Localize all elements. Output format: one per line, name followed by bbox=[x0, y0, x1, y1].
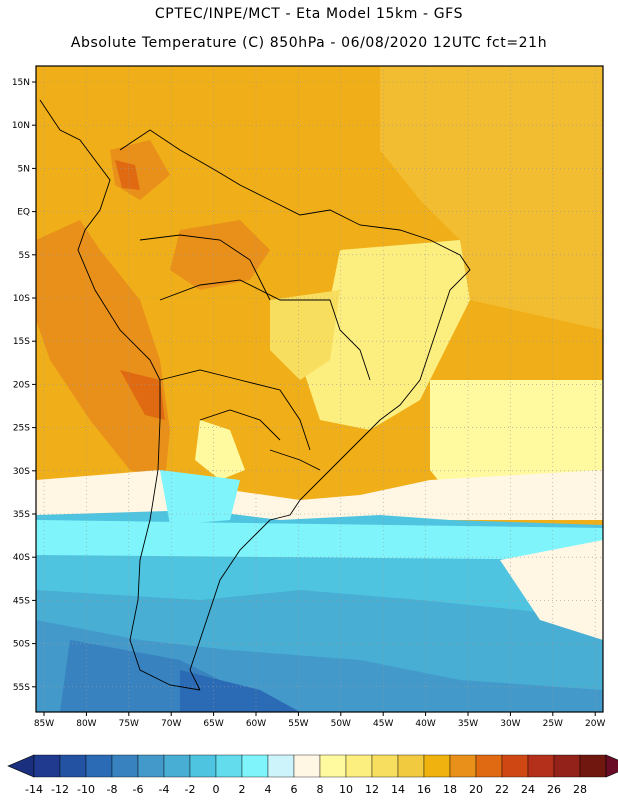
colorbar-swatch bbox=[215, 754, 243, 778]
temperature-field bbox=[36, 66, 603, 712]
colorbar-swatch bbox=[111, 754, 139, 778]
colorbar-swatch bbox=[85, 754, 113, 778]
colorbar-swatch bbox=[163, 754, 191, 778]
colorbar-swatch bbox=[449, 754, 477, 778]
lat-tick-label: 35S bbox=[13, 510, 30, 520]
lat-tick-label: 25S bbox=[13, 424, 30, 434]
colorbar-tick-label: 20 bbox=[469, 783, 483, 796]
lat-tick-label: 20S bbox=[13, 380, 30, 390]
colorbar-tick-label: 24 bbox=[521, 783, 535, 796]
colorbar-tick-label: 8 bbox=[317, 783, 324, 796]
temperature-colorbar: -14 -12 -10 -8 -6 -4 -2 0 2 4 6 8 10 12 14 16 18 20 22 24 26… bbox=[7, 754, 618, 796]
colorbar-swatch bbox=[423, 754, 451, 778]
lat-tick-label: 55S bbox=[13, 683, 30, 693]
colorbar-tick-label: 2 bbox=[239, 783, 246, 796]
lat-tick-label: 5N bbox=[18, 164, 30, 174]
colorbar-tick-label: -12 bbox=[51, 783, 69, 796]
colorbar-tick-label: -14 bbox=[25, 783, 43, 796]
colorbar-tick-label: 0 bbox=[213, 783, 220, 796]
map-title: CPTEC/INPE/MCT - Eta Model 15km - GFS bbox=[154, 6, 464, 22]
lon-tick-label: 70W bbox=[161, 719, 181, 729]
colorbar-tick-label: 12 bbox=[365, 783, 379, 796]
colorbar-swatch bbox=[501, 754, 529, 778]
coastlines bbox=[39, 99, 471, 691]
lat-lon-gridlines bbox=[36, 66, 603, 712]
colorbar-swatch bbox=[189, 754, 217, 778]
colorbar-low-extend bbox=[7, 754, 35, 778]
lon-tick-label: 35W bbox=[458, 719, 478, 729]
colorbar-swatch bbox=[371, 754, 399, 778]
lat-tick-label: 10N bbox=[12, 121, 30, 131]
colorbar-tick-label: -2 bbox=[185, 783, 196, 796]
colorbar-swatch bbox=[397, 754, 425, 778]
colorbar-swatch bbox=[579, 754, 607, 778]
lat-tick-label: EQ bbox=[17, 208, 30, 218]
colorbar-swatch bbox=[241, 754, 269, 778]
colorbar-tick-label: 4 bbox=[265, 783, 272, 796]
colorbar-tick-label: -6 bbox=[133, 783, 144, 796]
lon-tick-label: 65W bbox=[203, 719, 223, 729]
colorbar-tick-label: 26 bbox=[547, 783, 561, 796]
colorbar-tick-label: 22 bbox=[495, 783, 509, 796]
colorbar-tick-label: 18 bbox=[443, 783, 457, 796]
colorbar-swatch bbox=[475, 754, 503, 778]
lat-tick-label: 15S bbox=[13, 337, 30, 347]
lat-tick-label: 5S bbox=[19, 251, 31, 261]
lon-tick-label: 45W bbox=[373, 719, 393, 729]
colorbar-swatch bbox=[553, 754, 581, 778]
colorbar-tick-label: -8 bbox=[107, 783, 118, 796]
colorbar-swatch bbox=[527, 754, 555, 778]
latitude-axis: 15N 10N 5N EQ 5S 10S 15S 20S 25S 30S 35S 40S 45S 50S 5… bbox=[12, 78, 36, 693]
colorbar-tick-label: 16 bbox=[417, 783, 431, 796]
map-frame bbox=[35, 65, 604, 713]
lon-tick-label: 25W bbox=[543, 719, 563, 729]
lat-tick-label: 10S bbox=[13, 294, 30, 304]
lon-tick-label: 40W bbox=[415, 719, 435, 729]
colorbar-swatch bbox=[59, 754, 87, 778]
colorbar-swatch bbox=[33, 754, 61, 778]
lat-tick-label: 50S bbox=[13, 640, 30, 650]
map-subtitle: Absolute Temperature (C) 850hPa - 06/08/… bbox=[70, 35, 548, 51]
lon-tick-label: 30W bbox=[500, 719, 520, 729]
lon-tick-label: 75W bbox=[119, 719, 139, 729]
colorbar-swatch bbox=[137, 754, 165, 778]
colorbar-tick-label: -4 bbox=[159, 783, 170, 796]
lon-tick-label: 50W bbox=[331, 719, 351, 729]
colorbar-tick-label: 10 bbox=[339, 783, 353, 796]
lat-tick-label: 40S bbox=[13, 553, 30, 563]
colorbar-swatch bbox=[267, 754, 295, 778]
lon-tick-label: 85W bbox=[34, 719, 54, 729]
colorbar-tick-label: 28 bbox=[573, 783, 587, 796]
lat-tick-label: 30S bbox=[13, 467, 30, 477]
colorbar-swatch bbox=[293, 754, 321, 778]
longitude-axis: 85W 80W 75W 70W 65W 60W 55W 50W 45W 40W 35W 30W 25W 2… bbox=[34, 712, 605, 729]
colorbar-swatch bbox=[345, 754, 373, 778]
lat-tick-label: 45S bbox=[13, 596, 30, 606]
colorbar-tick-label: 14 bbox=[391, 783, 405, 796]
lat-tick-label: 15N bbox=[12, 78, 30, 88]
lon-tick-label: 20W bbox=[585, 719, 605, 729]
lon-tick-label: 60W bbox=[246, 719, 266, 729]
colorbar-tick-label: 6 bbox=[291, 783, 298, 796]
colorbar-tick-label: -10 bbox=[77, 783, 95, 796]
lon-tick-label: 80W bbox=[76, 719, 96, 729]
lon-tick-label: 55W bbox=[288, 719, 308, 729]
colorbar-high-extend bbox=[605, 754, 618, 778]
colorbar-swatch bbox=[319, 754, 347, 778]
